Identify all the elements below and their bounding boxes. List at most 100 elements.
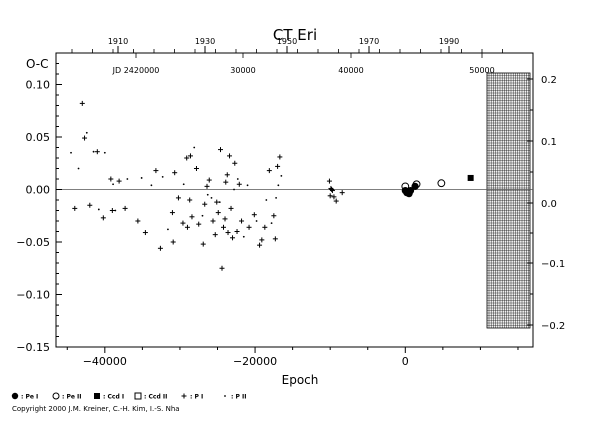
x-tick-label: 0 [402,355,409,368]
legend-item: : Ccd II [134,392,167,401]
jd-label: 30000 [230,66,255,75]
data-point [262,224,268,230]
data-point [210,197,213,199]
data-point [206,177,212,183]
data-point [236,181,242,187]
data-point [222,216,228,222]
data-point [280,174,283,177]
y-tick-label: −0.05 [16,236,50,249]
data-point [175,195,181,201]
data-point [437,179,446,188]
legend-item: : P II [224,394,246,401]
data-point [255,220,258,222]
x-tick-label: −20000 [233,355,277,368]
data-point [182,183,185,186]
legend-item: : Ccd I [94,393,124,401]
data-point [406,186,415,195]
data-point [196,221,202,227]
data-point [167,228,169,231]
data-point [202,201,208,207]
top-year-label: 1950 [277,37,297,46]
data-point [467,174,474,181]
legend-label: : Ccd II [144,394,167,401]
data-point [100,215,106,221]
data-point [339,190,345,196]
y-tick-label: −0.15 [16,341,50,354]
x-axis: −40000 −20000 0 [66,347,519,368]
data-point [180,220,186,226]
data-point [142,230,148,236]
plot-frame [55,52,534,348]
data-point [103,151,106,154]
data-point [92,150,95,153]
data-point [242,235,245,238]
data-point [270,222,273,225]
data-point [79,100,85,106]
data-point [206,193,209,196]
right-tick-label: 0.1 [541,137,557,148]
data-point [239,218,245,224]
data-point [215,210,221,216]
data-point [112,183,114,186]
y-tick-label: 0.00 [26,184,51,197]
data-point [201,214,204,217]
legend-label: : P I [190,394,203,401]
legend-label: : Ccd I [103,394,124,401]
data-point [411,182,419,190]
data-point [109,208,115,213]
data-point [272,236,278,242]
data-point [227,153,233,159]
data-point [214,199,220,205]
top-year-label: 1910 [108,37,128,46]
y-axis-title: O-C [26,57,49,71]
jd-label: 50000 [469,66,494,75]
y-axis: −0.15 −0.10 −0.05 0.00 0.05 0.10 [16,63,62,354]
data-point [72,205,78,211]
data-point [172,170,178,176]
y-tick-label: 0.10 [26,79,51,92]
y-tick-label: 0.05 [26,131,51,144]
data-point [85,131,88,134]
data-point [122,205,128,211]
data-point [170,239,176,245]
data-point [161,176,164,178]
data-point [210,218,216,224]
data-point [223,179,229,185]
data-point [114,209,117,212]
data-point [233,188,235,191]
data-point [224,172,230,178]
data-point [275,197,277,199]
legend-marker [11,392,19,400]
data-point [97,208,100,211]
data-point [153,168,159,174]
data-point [189,214,195,220]
data-point [333,198,339,204]
legend-label: : Pe I [21,394,38,401]
data-point [230,235,236,241]
legend-marker [181,393,187,399]
right-tick-label: −0.1 [541,259,565,270]
data-point [234,229,240,234]
data-point [108,176,114,182]
x-tick-label: −40000 [83,355,127,368]
legend-marker [52,392,60,400]
data-point [140,177,143,179]
data-point [275,163,281,169]
data-point [219,265,225,271]
right-tick-label: 0.0 [541,199,557,210]
data-point [184,224,190,230]
data-point [135,218,141,224]
right-tick-label: −0.2 [541,321,565,332]
right-phase-axis: 0.2 0.1 0.0 −0.1 −0.2 [527,75,565,332]
data-point [218,201,221,204]
top-year-axis: 1910 1930 1950 1970 1990 JD 2420000 30000 40000… [71,37,503,75]
legend-marker [134,392,142,400]
data-point [271,213,277,219]
data-point [150,184,153,187]
right-tick-label: 0.2 [541,75,557,86]
data-point [184,155,190,161]
data-point [204,183,210,189]
data-point [169,210,175,216]
data-point [193,146,196,149]
data-point [326,178,332,184]
